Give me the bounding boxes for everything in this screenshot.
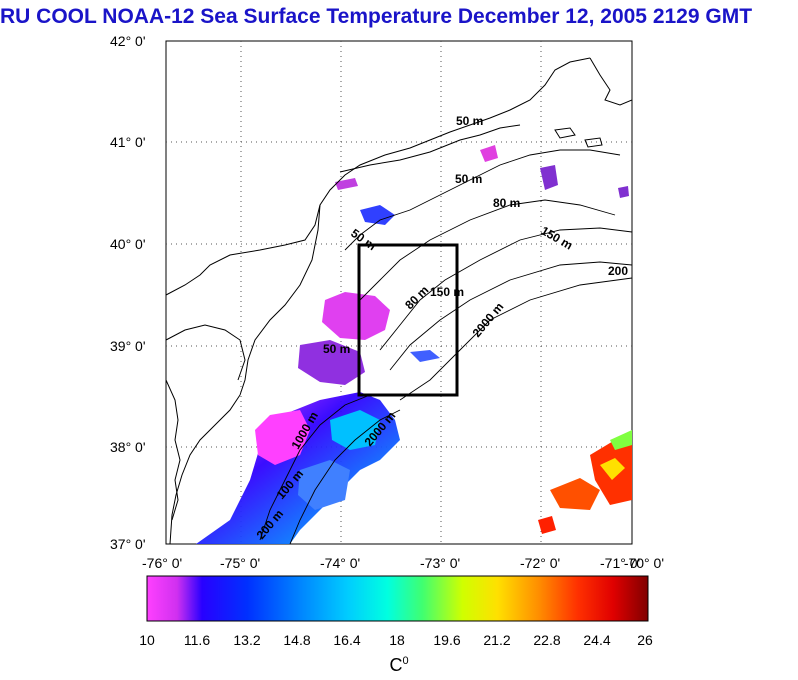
sst-cyan-patch	[330, 410, 380, 450]
sst-nw-strip	[335, 178, 358, 190]
colorbar-tick-label: 26	[637, 632, 653, 648]
colorbar-tick-label: 19.6	[433, 632, 460, 648]
contour-2000m	[399, 277, 632, 401]
longitude-labels: -76° 0' -75° 0' -74° 0' -73° 0' -72° 0' …	[142, 555, 664, 571]
lon-tick-label: -71° 0'	[600, 555, 640, 571]
colorbar-tick-label: 16.4	[333, 632, 360, 648]
contour-150m	[379, 227, 632, 351]
lat-tick-label: 41° 0'	[110, 134, 146, 150]
unit-base: C	[389, 655, 403, 675]
lon-tick-label: -72° 0'	[520, 555, 560, 571]
colorbar-tick-label: 11.6	[184, 632, 210, 648]
sst-ne-magenta	[480, 145, 498, 162]
coastline-delmarva	[169, 394, 241, 544]
coastline-layer	[166, 57, 632, 544]
lon-tick-label: -75° 0'	[220, 555, 260, 571]
contour-80m	[359, 199, 616, 301]
colorbar-tick-label: 14.8	[283, 632, 310, 648]
colorbar-tick-label: 22.8	[533, 632, 560, 648]
coastline-long-island	[339, 124, 521, 173]
sst-ne-purple	[540, 165, 558, 190]
contour-200m	[389, 261, 632, 371]
coastline-chesapeake	[166, 379, 181, 521]
sst-magenta-patch-b	[322, 292, 390, 340]
sst-data-layer	[196, 145, 632, 544]
contour-label: 50 m	[455, 172, 482, 186]
map-frame	[165, 40, 633, 545]
contour-label: 80 m	[493, 196, 520, 210]
lat-tick-label: 37° 0'	[110, 536, 146, 552]
lat-tick-label: 39° 0'	[110, 338, 146, 354]
lat-tick-label: 42° 0'	[110, 33, 146, 49]
contour-50m	[344, 149, 621, 251]
sst-warm-small	[538, 516, 556, 534]
coastline-nj-shore	[239, 204, 321, 396]
colorbar-tick-labels: 10 11.6 13.2 14.8 16.4 18 19.6 21.2 22.8…	[139, 632, 653, 648]
lat-tick-label: 38° 0'	[110, 439, 146, 455]
lon-tick-label: -76° 0'	[142, 555, 182, 571]
contour-label: 50 m	[456, 114, 483, 128]
contour-label: 200	[608, 264, 628, 278]
colorbar	[146, 575, 649, 622]
contour-shelf-south	[259, 394, 371, 541]
latitude-labels: 42° 0' 41° 0' 40° 0' 39° 0' 38° 0' 37° 0…	[110, 33, 146, 552]
sst-warm-edge	[610, 430, 632, 450]
sst-mid-blue	[410, 350, 440, 362]
lon-tick-label: -74° 0'	[320, 555, 360, 571]
sst-warm-core	[600, 458, 625, 480]
coastline-cape-cod	[589, 57, 632, 106]
contour-shelf-south-2	[289, 409, 401, 544]
sst-magenta-patch-a	[255, 410, 310, 465]
coastline-islands	[554, 127, 603, 148]
lat-tick-label: 40° 0'	[110, 236, 146, 252]
colorbar-tick-label: 24.4	[583, 632, 610, 648]
sst-ne-small	[618, 186, 629, 198]
coastline-delaware-bay	[166, 324, 246, 381]
colorbar-tick-label: 13.2	[233, 632, 260, 648]
colorbar-tick-label: 21.2	[483, 632, 510, 648]
sst-warm-ring-a	[550, 478, 600, 510]
contour-label: 150 m	[430, 285, 464, 299]
coastline-new-jersey	[166, 57, 591, 296]
map-title: RU COOL NOAA-12 Sea Surface Temperature …	[0, 5, 753, 28]
lon-tick-label: -70° 0'	[624, 555, 664, 571]
lon-tick-label: -73° 0'	[420, 555, 460, 571]
study-region-box	[357, 243, 459, 397]
sst-north-scatter	[360, 205, 395, 225]
colorbar-tick-label: 10	[139, 632, 155, 648]
colorbar-tick-label: 18	[389, 632, 405, 648]
unit-superscript: 0	[402, 655, 409, 667]
sst-purple-patch	[298, 340, 365, 385]
contour-label: 50 m	[323, 342, 350, 356]
colorbar-unit-label: C0	[374, 655, 424, 676]
bathymetry-contours	[259, 149, 632, 544]
